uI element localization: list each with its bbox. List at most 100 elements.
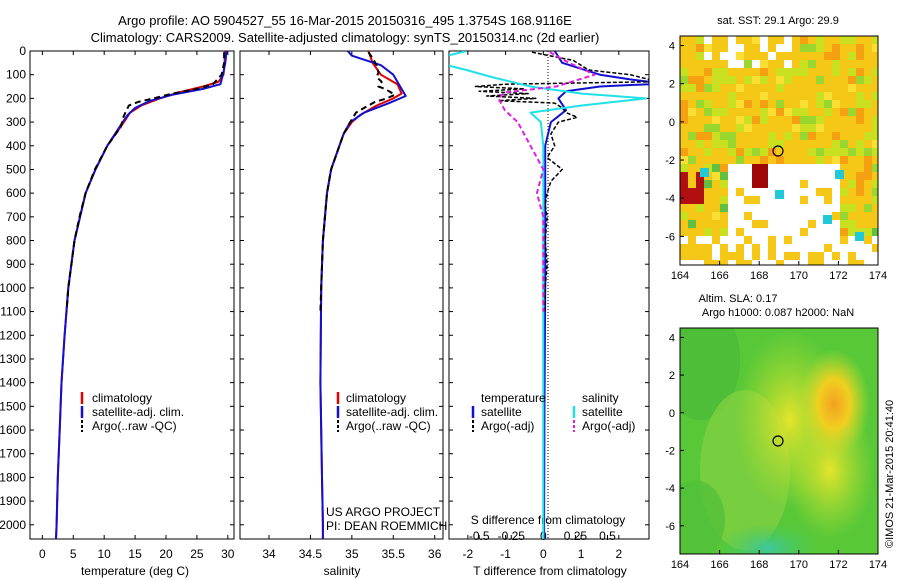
series-line-temperature-satellite — [543, 51, 649, 539]
top-tick-label: 0.5 — [599, 529, 616, 543]
map-x-tick-label: 170 — [790, 270, 808, 282]
diff-legend-sal-header: salinity — [582, 391, 619, 405]
title-line-1: Argo profile: AO 5904527_55 16-Mar-2015 … — [118, 13, 572, 28]
x-tick-label: -2 — [463, 547, 474, 561]
diff-legend-temp-sat: satellite — [481, 405, 522, 419]
map-y-tick-label: -6 — [665, 231, 675, 243]
salinity-panel — [239, 50, 444, 540]
depth-tick-label: 1800 — [0, 470, 26, 484]
top-tick-label: -0.25 — [498, 529, 526, 543]
x-tick-label: 34 — [262, 547, 276, 561]
x-tick-label: 30 — [221, 547, 235, 561]
sst-cells — [680, 36, 878, 265]
map-y-tick-label: 2 — [669, 370, 675, 382]
x-tick-label: 10 — [98, 547, 112, 561]
map-x-tick-label: 166 — [710, 559, 728, 571]
map-x-tick-label: 164 — [671, 270, 689, 282]
difference-x-label: T difference from climatology — [473, 564, 627, 578]
map-y-tick-label: -2 — [665, 445, 675, 457]
sla-argo-marker — [772, 435, 784, 447]
temperature-lines — [55, 51, 228, 539]
depth-tick-label: 1400 — [0, 376, 26, 390]
map-y-tick-label: -4 — [665, 193, 675, 205]
x-tick-label: 0 — [540, 547, 547, 561]
depth-tick-label: 1300 — [0, 352, 26, 366]
series-line-satellite-adj-clim- — [55, 51, 228, 539]
sla-map-axes: 164 166 168 170 172 174 4 2 0 -2 -4 -6 — [665, 332, 887, 571]
depth-tick-label: 800 — [6, 234, 26, 248]
depth-tick-label: 2000 — [0, 518, 26, 532]
temperature-legend-clim: climatology — [92, 391, 152, 405]
x-tick-label: 35.5 — [382, 547, 406, 561]
map-y-tick-label: 0 — [669, 408, 675, 420]
sst-map-frame — [679, 35, 879, 266]
depth-tick-label: 1900 — [0, 494, 26, 508]
depth-tick-label: 1700 — [0, 447, 26, 461]
map-x-tick-label: 172 — [829, 270, 847, 282]
sst-argo-marker — [772, 145, 784, 157]
series-line-argo — [319, 51, 396, 312]
map-x-tick-label: 172 — [829, 559, 847, 571]
x-tick-label: 34.5 — [299, 547, 323, 561]
project-label: US ARGO PROJECT — [326, 505, 441, 519]
map-x-tick-label: 168 — [750, 559, 768, 571]
depth-tick-label: 500 — [6, 162, 26, 176]
depth-tick-label: 600 — [6, 186, 26, 200]
depth-tick-label: 700 — [6, 210, 26, 224]
salinity-legend: climatology satellite-adj. clim. Argo(..… — [336, 391, 438, 433]
x-tick-label: 25 — [190, 547, 204, 561]
map-y-tick-label: -4 — [665, 483, 675, 495]
x-tick-label: 5 — [70, 547, 77, 561]
depth-tick-label: 1000 — [0, 281, 26, 295]
depth-tick-label: 0 — [19, 44, 26, 58]
series-line-salinity-argo — [497, 51, 596, 312]
diff-legend-temp-argo: Argo(-adj) — [481, 419, 534, 433]
series-line-climatology — [319, 51, 403, 539]
depth-tick-label: 1200 — [0, 328, 26, 342]
x-tick-label: 15 — [128, 547, 142, 561]
x-tick-label: 2 — [615, 547, 622, 561]
title-line-2: Climatology: CARS2009. Satellite-adjuste… — [91, 30, 600, 45]
top-tick-label: 0.25 — [564, 529, 588, 543]
salinity-legend-clim: climatology — [346, 391, 406, 405]
x-tick-label: 20 — [159, 547, 173, 561]
salinity-x-label: salinity — [324, 564, 361, 578]
map-x-tick-label: 170 — [790, 559, 808, 571]
series-line-salinity-satellite — [449, 51, 647, 539]
map-x-tick-label: 174 — [869, 559, 887, 571]
depth-tick-label: 400 — [6, 139, 26, 153]
depth-tick-label: 300 — [6, 115, 26, 129]
salinity-x-axis: 34 34.5 35 35.5 36 — [262, 51, 442, 561]
salinity-legend-sat: satellite-adj. clim. — [346, 405, 438, 419]
temperature-legend-argo: Argo(..raw -QC) — [92, 419, 177, 433]
temperature-legend-sat: satellite-adj. clim. — [92, 405, 184, 419]
difference-lines — [449, 51, 649, 539]
x-tick-label: 35 — [345, 547, 359, 561]
sst-map-axes: 164 166 168 170 172 174 4 2 0 -2 -4 -6 — [665, 41, 887, 282]
temperature-panel — [29, 50, 235, 540]
depth-tick-label: 1500 — [0, 399, 26, 413]
depth-tick-label: 1100 — [0, 305, 26, 319]
credit-label: ©IMOS 21-Mar-2015 20:41:40 — [884, 400, 896, 548]
depth-tick-label: 100 — [6, 68, 26, 82]
salinity-lines — [319, 51, 407, 539]
sla-title-2: Argo h1000: 0.087 h2000: NaN — [702, 307, 854, 319]
depth-tick-label: 1600 — [0, 423, 26, 437]
difference-legend: temperature salinity satellite Argo(-adj… — [471, 391, 635, 433]
diff-legend-temp-header: temperature — [481, 391, 546, 405]
map-y-tick-label: 0 — [669, 117, 675, 129]
map-y-tick-label: 4 — [669, 332, 675, 344]
map-y-tick-label: -6 — [665, 521, 675, 533]
map-x-tick-label: 168 — [750, 270, 768, 282]
top-tick-label: -0.5 — [469, 529, 490, 543]
sla-map-frame — [679, 327, 879, 555]
series-line-climatology — [55, 51, 226, 539]
x-tick-label: 0 — [39, 547, 46, 561]
x-tick-label: -1 — [500, 547, 511, 561]
map-x-tick-label: 166 — [710, 270, 728, 282]
temperature-x-label: temperature (deg C) — [81, 564, 189, 578]
series-line-argo — [65, 52, 226, 312]
series-line-satellite-adj-clim- — [319, 51, 407, 539]
depth-axis: 0 100 200 300 400 500 600 700 800 900 1000 1100 1200… — [0, 44, 649, 532]
